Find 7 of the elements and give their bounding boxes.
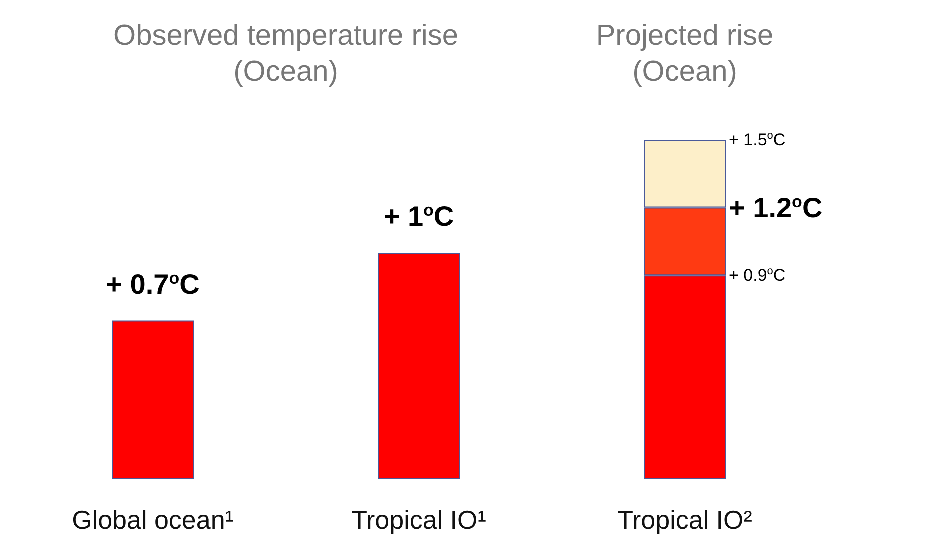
x-tick-label: Tropical IO²	[618, 505, 753, 535]
text: Projected rise (Ocean)	[596, 20, 774, 88]
x-tick-label: Global ocean¹	[72, 505, 234, 535]
bar	[112, 320, 194, 479]
x-tick-label: Tropical IO¹	[352, 505, 487, 535]
bar	[378, 253, 460, 479]
text: Observed temperature rise (Ocean)	[114, 20, 458, 88]
